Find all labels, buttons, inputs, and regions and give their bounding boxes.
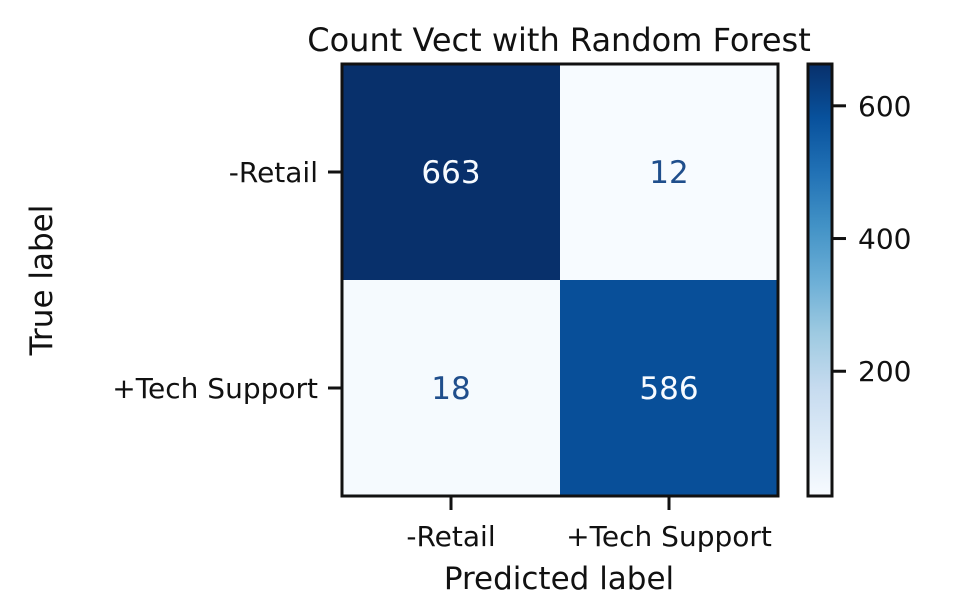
x-tick-label-0: -Retail [406,520,495,553]
matrix-value-1-1: 586 [639,371,698,407]
matrix-value-0-1: 12 [649,155,688,191]
matrix-border [340,62,780,498]
chart-title: Count Vect with Random Forest [307,21,811,59]
colorbar-tick-label-1: 400 [858,223,911,256]
y-tick-label-1: +Tech Support [112,372,318,405]
y-axis-label: True label [24,205,60,357]
confusion-matrix: 663 12 18 586 [342,64,778,496]
colorbar-scale [806,62,834,498]
colorbar: 200 400 600 [806,62,911,498]
matrix-axes: -Retail +Tech Support -Retail +Tech Support [112,62,780,553]
x-tick-label-1: +Tech Support [566,520,772,553]
x-axis-label: Predicted label [444,561,674,597]
matrix-cell-0-0 [342,64,560,280]
matrix-cell-1-0 [342,280,560,496]
matrix-cell-1-1 [560,280,778,496]
matrix-value-1-0: 18 [431,371,470,407]
colorbar-tick-label-0: 200 [858,355,911,388]
matrix-value-0-0: 663 [421,155,480,191]
colorbar-tick-label-2: 600 [858,90,911,123]
y-tick-label-0: -Retail [229,156,318,189]
matrix-cell-0-1 [560,64,778,280]
